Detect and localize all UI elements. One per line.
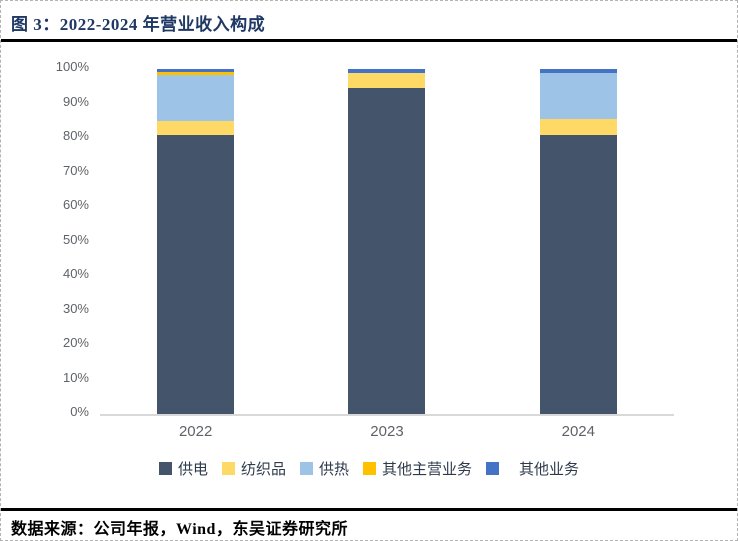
legend-swatch-icon [158, 462, 172, 475]
x-axis-labels: 2022 2023 2024 [100, 423, 674, 440]
stacked-bar-2023 [348, 69, 426, 414]
bar-segment [157, 120, 235, 135]
footer-divider [1, 508, 737, 511]
y-tick-label: 40% [62, 266, 89, 281]
bar-segment [539, 73, 617, 120]
y-tick-label: 10% [62, 369, 89, 385]
legend-swatch-icon [299, 462, 313, 475]
legend-item: 其他主营业务 [363, 458, 472, 479]
stacked-bar-2024 [539, 69, 617, 414]
y-tick-label: 70% [62, 162, 89, 178]
legend-label: 供电 [177, 462, 208, 478]
legend-item: 供热 [299, 458, 349, 479]
x-tick-label: 2023 [370, 423, 404, 440]
legend-item: 其他业务 [486, 458, 579, 479]
bar-segment [539, 119, 617, 135]
legend-swatch-icon [363, 462, 376, 475]
y-tick-label: 0% [70, 404, 89, 419]
bar-segment [348, 88, 426, 414]
legend-swatch-icon [486, 462, 500, 475]
stacked-bar-2022 [157, 69, 235, 414]
data-source: 数据来源：公司年报，Wind，东吴证券研究所 [11, 521, 348, 538]
bar-segment [157, 134, 235, 414]
y-tick-label: 60% [62, 197, 89, 212]
y-tick-label: 90% [62, 93, 89, 109]
bar-slot [291, 69, 482, 414]
legend-label: 其他业务 [519, 462, 580, 478]
y-tick-label: 20% [62, 335, 89, 350]
legend-label: 纺织品 [240, 462, 286, 478]
x-tick-label: 2022 [178, 423, 213, 440]
bar-slot [100, 69, 291, 414]
legend-swatch-icon [221, 462, 235, 475]
bar-slot [483, 69, 674, 414]
title-divider [1, 39, 737, 42]
legend-item: 纺织品 [221, 458, 286, 479]
legend-item: 供电 [158, 458, 208, 479]
bar-segment [539, 134, 617, 414]
y-tick-label: 30% [62, 300, 89, 316]
bar-segment [157, 72, 235, 75]
legend-label: 其他主营业务 [382, 462, 473, 478]
x-axis-line [100, 414, 674, 416]
x-tick-label: 2024 [561, 423, 595, 440]
y-tick-label: 50% [62, 231, 89, 247]
y-axis: 0% 10% 20% 30% 40% 50% 60% 70% 80% 90% 100% [31, 59, 89, 419]
y-tick-label: 100% [55, 59, 89, 74]
chart-legend: 供电 纺织品 供热 其他主营业务 其他业务 [1, 458, 737, 479]
bar-segment [348, 69, 426, 74]
y-tick-label: 80% [62, 128, 89, 143]
bar-segment [157, 69, 235, 73]
bar-segment [348, 73, 426, 89]
legend-label: 供热 [318, 462, 349, 478]
bar-segment [539, 69, 617, 74]
bar-segment [157, 74, 235, 121]
plot-area [100, 69, 674, 414]
figure-title: 图 3：2022-2024 年营业收入构成 [11, 15, 266, 34]
